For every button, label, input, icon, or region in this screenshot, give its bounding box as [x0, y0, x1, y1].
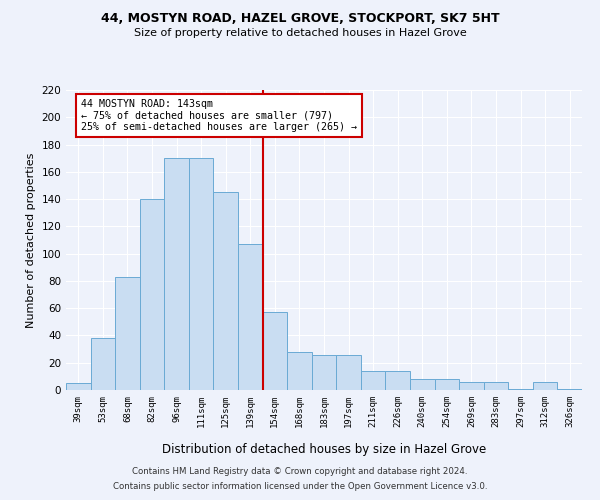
Text: Distribution of detached houses by size in Hazel Grove: Distribution of detached houses by size …: [162, 442, 486, 456]
Bar: [66, 383, 91, 390]
Y-axis label: Number of detached properties: Number of detached properties: [26, 152, 36, 328]
Bar: [533, 382, 557, 390]
Bar: [189, 158, 214, 390]
Bar: [263, 312, 287, 390]
Text: Contains HM Land Registry data © Crown copyright and database right 2024.: Contains HM Land Registry data © Crown c…: [132, 467, 468, 476]
Bar: [434, 379, 459, 390]
Bar: [214, 192, 238, 390]
Bar: [312, 354, 336, 390]
Text: 44 MOSTYN ROAD: 143sqm
← 75% of detached houses are smaller (797)
25% of semi-de: 44 MOSTYN ROAD: 143sqm ← 75% of detached…: [82, 99, 358, 132]
Bar: [164, 158, 189, 390]
Bar: [91, 338, 115, 390]
Bar: [140, 199, 164, 390]
Bar: [557, 388, 582, 390]
Bar: [484, 382, 508, 390]
Text: Size of property relative to detached houses in Hazel Grove: Size of property relative to detached ho…: [134, 28, 466, 38]
Bar: [361, 371, 385, 390]
Bar: [287, 352, 312, 390]
Text: 44, MOSTYN ROAD, HAZEL GROVE, STOCKPORT, SK7 5HT: 44, MOSTYN ROAD, HAZEL GROVE, STOCKPORT,…: [101, 12, 499, 26]
Bar: [336, 354, 361, 390]
Text: Contains public sector information licensed under the Open Government Licence v3: Contains public sector information licen…: [113, 482, 487, 491]
Bar: [410, 379, 434, 390]
Bar: [238, 244, 263, 390]
Bar: [459, 382, 484, 390]
Bar: [115, 277, 140, 390]
Bar: [508, 388, 533, 390]
Bar: [385, 371, 410, 390]
